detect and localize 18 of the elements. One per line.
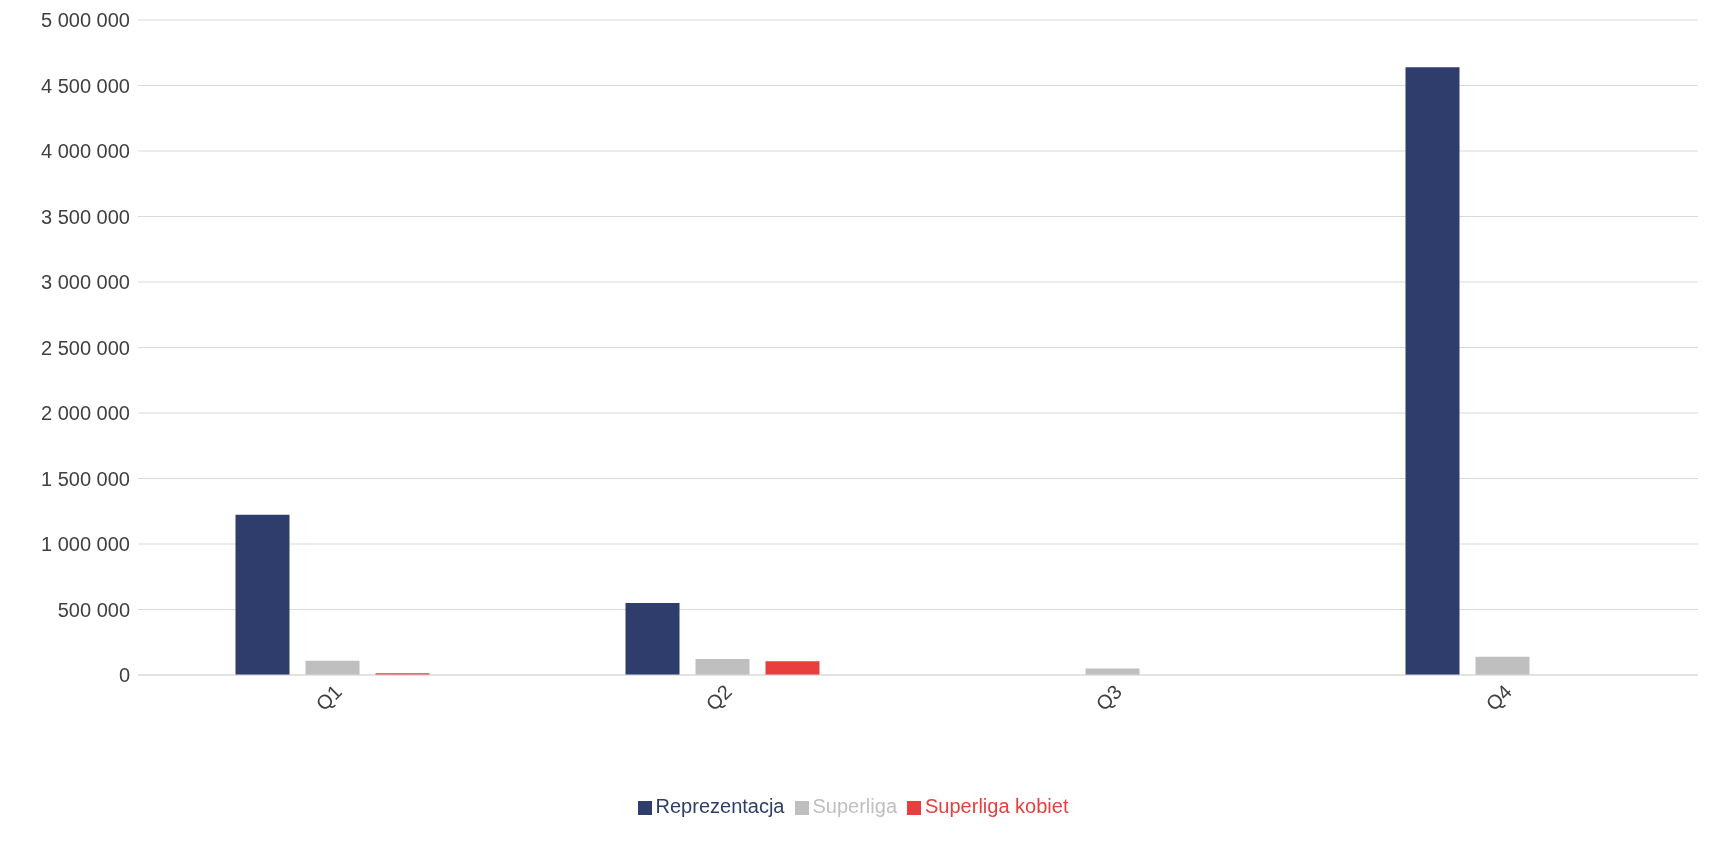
y-tick-label: 1 000 000: [41, 533, 130, 556]
y-tick-label: 0: [118, 664, 130, 687]
y-tick-label: 2 000 000: [41, 402, 130, 425]
y-tick-label: 3 000 000: [41, 271, 130, 294]
y-tick-label: 500 000: [57, 598, 130, 621]
legend-label: Superliga kobiet: [925, 795, 1069, 817]
x-tick-label: Q4: [1481, 680, 1516, 715]
y-tick-label: 4 000 000: [41, 140, 130, 163]
y-tick-label: 1 500 000: [41, 467, 130, 490]
y-tick-label: 4 500 000: [41, 74, 130, 97]
x-tick-label: Q3: [1091, 680, 1126, 715]
y-tick-label: 3 500 000: [41, 205, 130, 228]
legend-label: Reprezentacja: [655, 795, 785, 817]
x-tick-label: Q1: [311, 680, 346, 715]
y-tick-label: 5 000 000: [41, 9, 130, 32]
y-tick-label: 2 500 000: [41, 336, 130, 359]
legend-label: Superliga: [812, 795, 898, 817]
x-tick-label: Q2: [701, 680, 736, 715]
